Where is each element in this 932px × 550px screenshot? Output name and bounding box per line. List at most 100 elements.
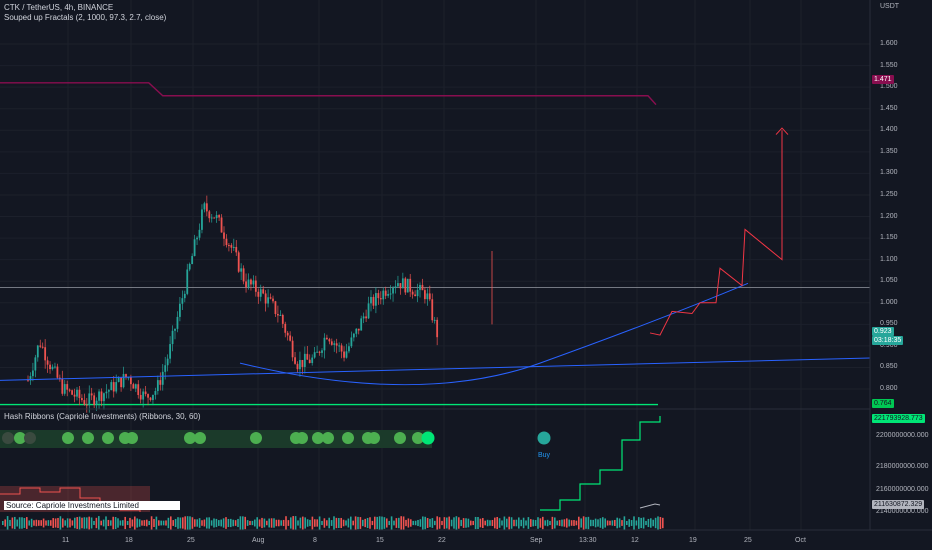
histogram-bar bbox=[405, 519, 407, 527]
ribbon-dot bbox=[250, 432, 262, 444]
arrow-head bbox=[775, 127, 789, 135]
candle-body bbox=[277, 313, 279, 316]
histogram-bar bbox=[362, 519, 364, 527]
histogram-bar bbox=[662, 517, 664, 529]
price-tick-label: 1.400 bbox=[880, 126, 898, 134]
source-label: Source: Capriole Investments Limited bbox=[4, 501, 180, 510]
candle-body bbox=[56, 366, 59, 378]
fractals-legend[interactable]: Souped up Fractals (2, 1000, 97.3, 2.7, … bbox=[4, 13, 167, 22]
fractal-line bbox=[0, 82, 657, 106]
histogram-bar bbox=[652, 519, 654, 527]
candle-body bbox=[154, 391, 157, 395]
candle-body bbox=[44, 347, 47, 361]
candle-body bbox=[382, 290, 385, 300]
histogram-bar bbox=[474, 516, 477, 530]
candle-body bbox=[46, 360, 49, 365]
histogram-bar bbox=[465, 518, 467, 528]
histogram-bar bbox=[590, 519, 592, 527]
histogram-bar bbox=[59, 516, 62, 530]
histogram-bar bbox=[138, 519, 141, 527]
symbol-legend[interactable]: CTK / TetherUS, 4h, BINANCE bbox=[4, 3, 114, 12]
hash-top-badge: 221793928.773 bbox=[872, 414, 925, 423]
candle-body bbox=[66, 384, 69, 390]
hash-tick-label: 2140000000.000 bbox=[876, 508, 929, 515]
histogram-bar bbox=[189, 516, 191, 530]
candle-body bbox=[183, 293, 186, 299]
projection-zigzag bbox=[649, 130, 783, 336]
candle-body bbox=[284, 323, 287, 333]
histogram-bar bbox=[304, 517, 306, 529]
histogram-bar bbox=[306, 519, 309, 527]
histogram-bar bbox=[626, 520, 628, 526]
histogram-bar bbox=[153, 518, 155, 528]
candle-body bbox=[107, 390, 110, 392]
candle-body bbox=[308, 359, 311, 364]
candle-body bbox=[416, 289, 419, 297]
buy-label: Buy bbox=[538, 452, 551, 459]
candle-body bbox=[311, 357, 314, 364]
histogram-bar bbox=[477, 516, 479, 530]
price-tick-label: 1.450 bbox=[880, 104, 898, 112]
histogram-bar bbox=[657, 516, 659, 530]
histogram-bar bbox=[597, 519, 599, 527]
histogram-bar bbox=[186, 516, 189, 530]
candle-body bbox=[335, 343, 338, 346]
candle-body bbox=[264, 293, 267, 304]
histogram-bar bbox=[472, 520, 474, 526]
candle-body bbox=[220, 217, 223, 233]
candle-body bbox=[81, 398, 83, 401]
candle-body bbox=[71, 390, 73, 395]
histogram-bar bbox=[422, 516, 424, 530]
histogram-bar bbox=[376, 516, 378, 530]
histogram-bar bbox=[191, 517, 194, 529]
histogram-bar bbox=[182, 517, 184, 529]
histogram-bar bbox=[506, 518, 508, 528]
histogram-bar bbox=[155, 516, 158, 530]
candle-body bbox=[279, 314, 282, 316]
candle-body bbox=[355, 328, 358, 334]
candle-body bbox=[127, 377, 130, 379]
histogram-bar bbox=[527, 517, 530, 529]
histogram-bar bbox=[102, 519, 105, 527]
candle-body bbox=[85, 404, 88, 406]
histogram-bar bbox=[40, 520, 42, 526]
histogram-bar bbox=[374, 516, 376, 530]
histogram-bar bbox=[14, 516, 16, 530]
histogram-bar bbox=[141, 520, 143, 526]
candle-body bbox=[399, 283, 402, 289]
histogram-bar bbox=[4, 519, 6, 527]
histogram-bar bbox=[278, 519, 280, 527]
histogram-bar bbox=[218, 520, 220, 526]
histogram-bar bbox=[287, 520, 290, 526]
ribbon-dot bbox=[102, 432, 114, 444]
candle-body bbox=[340, 345, 343, 352]
hash-ribbons-legend[interactable]: Hash Ribbons (Capriole Investments) (Rib… bbox=[4, 412, 201, 421]
histogram-bar bbox=[621, 520, 623, 526]
histogram-bar bbox=[220, 519, 222, 527]
histogram-bar bbox=[323, 518, 326, 528]
histogram-bar bbox=[234, 520, 237, 526]
histogram-bar bbox=[410, 519, 412, 527]
histogram-bar bbox=[618, 518, 621, 528]
histogram-bar bbox=[282, 519, 285, 527]
histogram-bar bbox=[150, 516, 153, 530]
candle-body bbox=[343, 351, 345, 358]
time-tick-label: 13:30 bbox=[579, 537, 597, 544]
candle-body bbox=[389, 293, 392, 295]
price-tick-label: 1.600 bbox=[880, 40, 898, 47]
candle-body bbox=[421, 284, 424, 291]
histogram-bar bbox=[352, 520, 354, 526]
histogram-bar bbox=[167, 517, 170, 529]
hash-tick-label: 2180000000.000 bbox=[876, 463, 929, 470]
histogram-bar bbox=[330, 520, 333, 526]
histogram-bar bbox=[74, 517, 76, 529]
candle-body bbox=[208, 211, 211, 219]
candle-body bbox=[159, 380, 162, 385]
histogram-bar bbox=[134, 516, 136, 530]
histogram-bar bbox=[592, 519, 594, 527]
histogram-bar bbox=[172, 520, 174, 526]
histogram-bar bbox=[556, 520, 558, 526]
ribbon-dot bbox=[368, 432, 380, 444]
histogram-bar bbox=[647, 518, 650, 528]
histogram-bar bbox=[340, 517, 342, 529]
